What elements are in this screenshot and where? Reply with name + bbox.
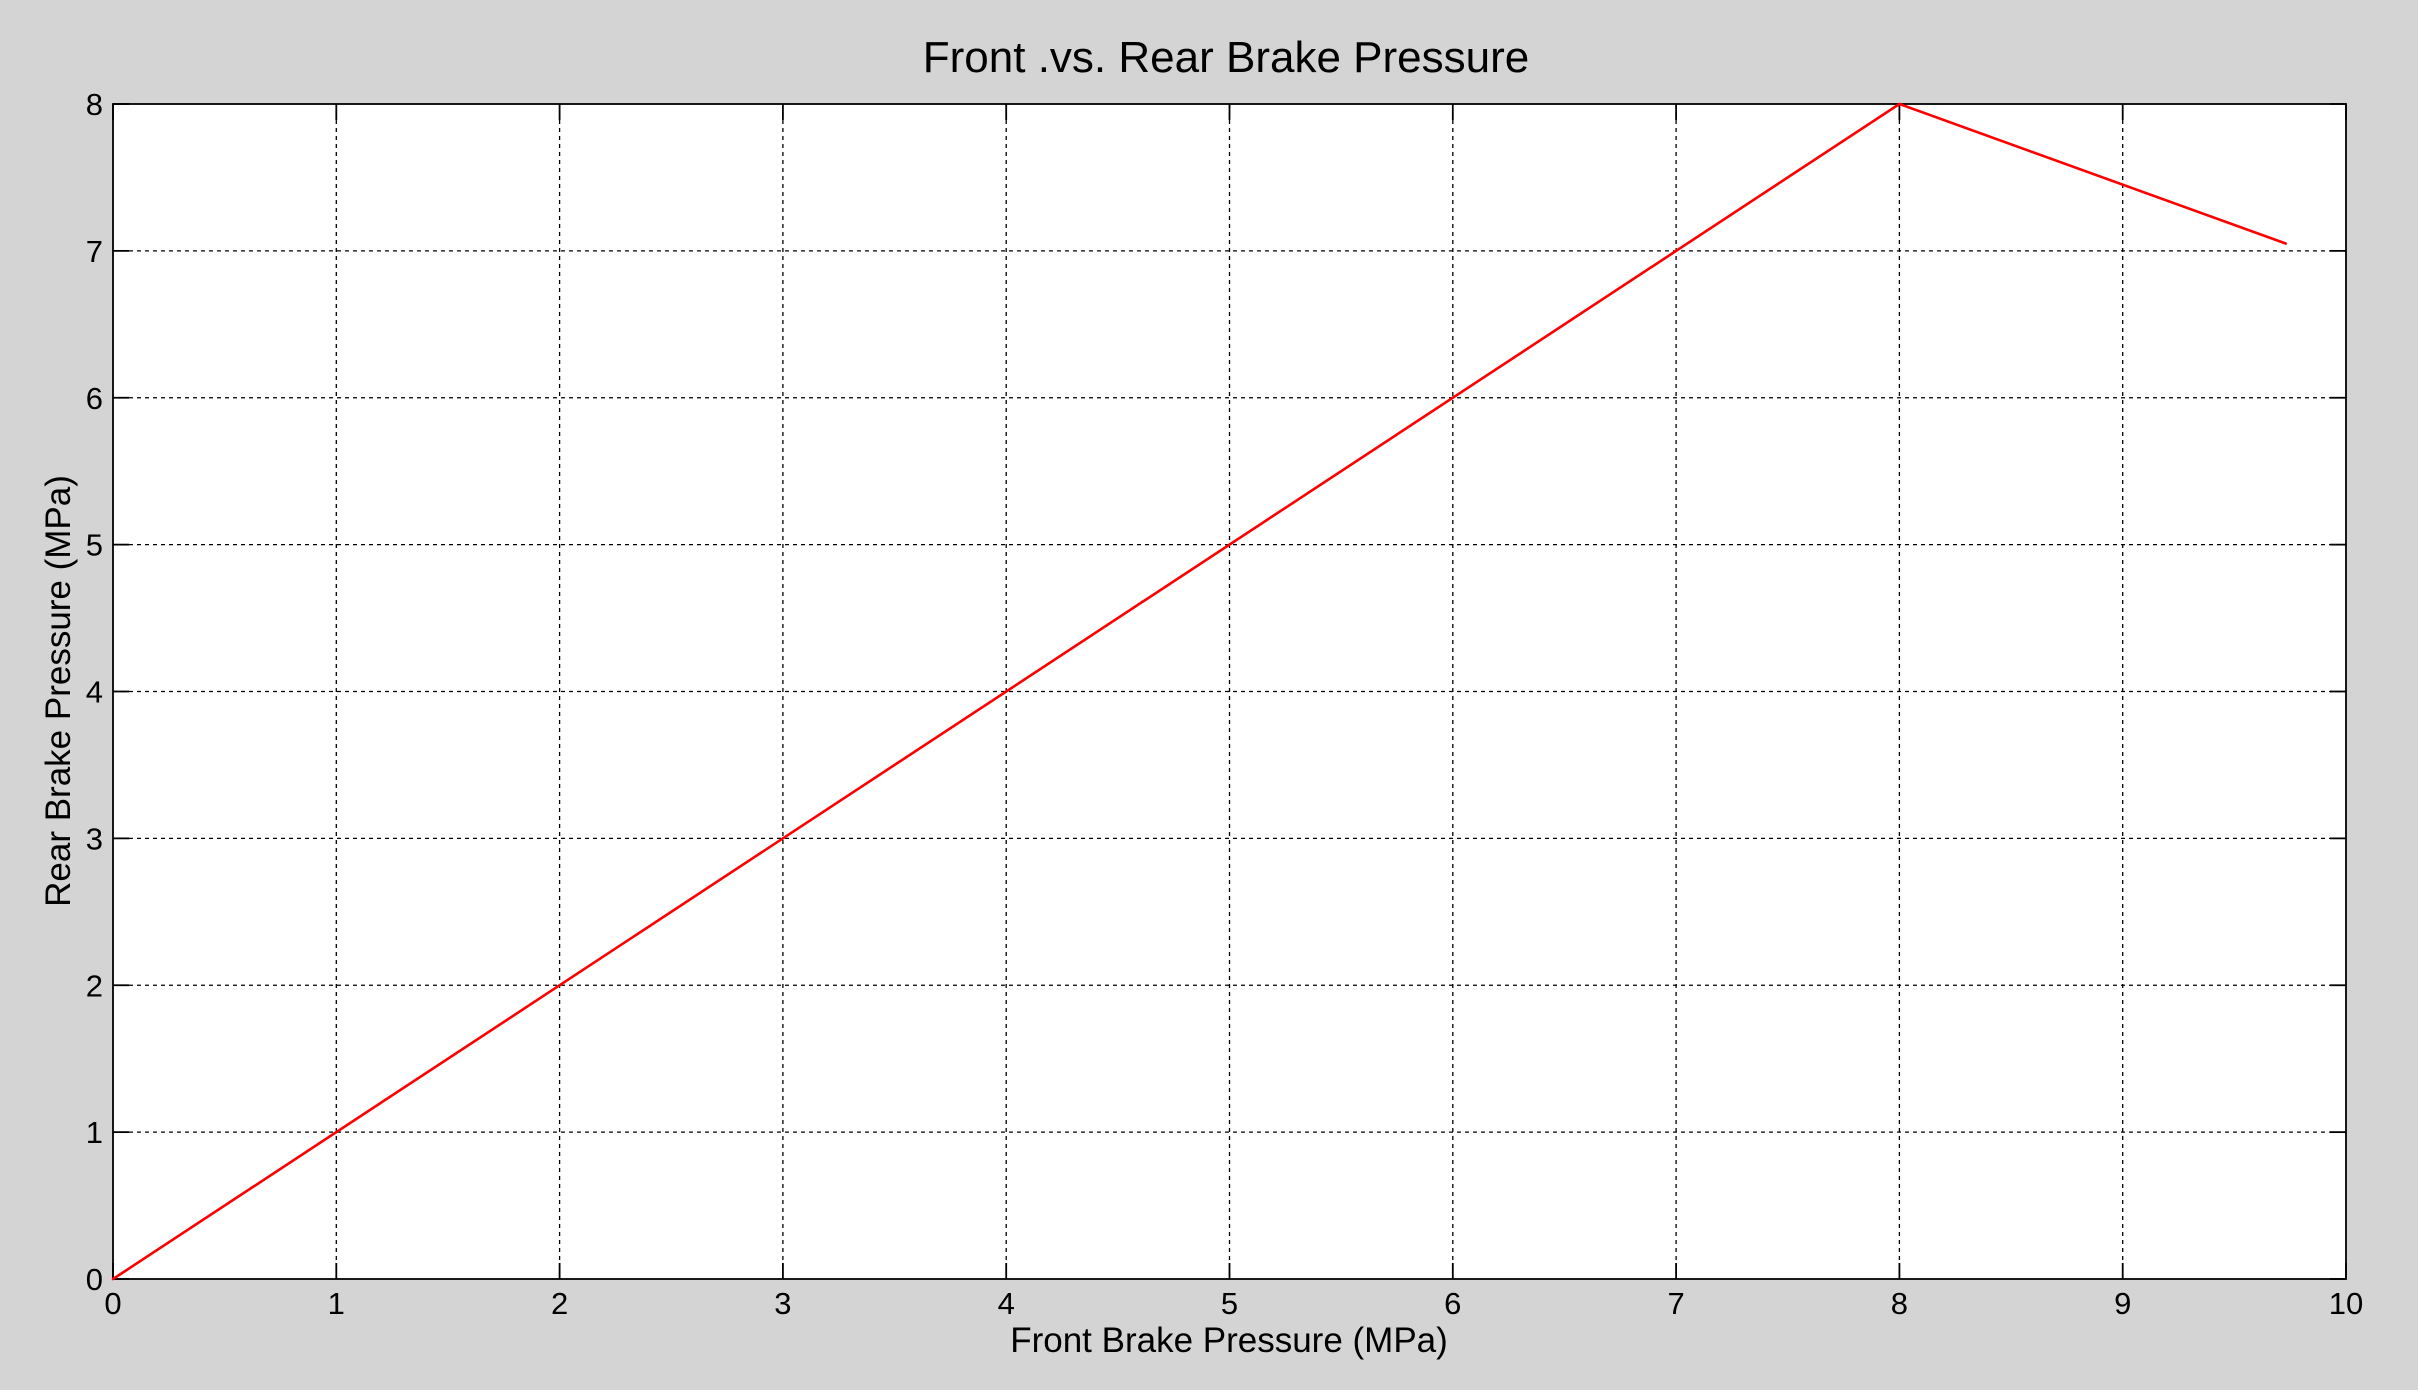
tick-labels: 0 1 2 3 4 5 6 7 8 9 10 0 1 2 3 4 5 6 7 8 [86,87,2363,1321]
grid [113,104,2346,1279]
x-tick-label: 0 [104,1286,121,1321]
chart-title: Front .vs. Rear Brake Pressure [923,33,1529,82]
y-tick-label: 8 [86,87,103,122]
x-tick-label: 8 [1891,1286,1908,1321]
x-tick-label: 9 [2114,1286,2131,1321]
y-tick-label: 4 [86,675,103,710]
y-tick-label: 3 [86,821,103,856]
axis-ticks [112,103,2347,1280]
y-tick-label: 5 [86,528,103,563]
y-tick-label: 2 [86,968,103,1003]
x-tick-label: 5 [1221,1286,1238,1321]
y-tick-label: 0 [86,1262,103,1297]
x-axis-label: Front Brake Pressure (MPa) [1010,1321,1448,1360]
series-line [111,102,2287,1281]
x-tick-label: 10 [2329,1286,2363,1321]
x-tick-label: 6 [1444,1286,1461,1321]
x-tick-label: 1 [328,1286,345,1321]
y-axis-label: Rear Brake Pressure (MPa) [39,475,78,907]
x-tick-label: 7 [1667,1286,1684,1321]
x-tick-label: 2 [551,1286,568,1321]
series [111,102,2287,1281]
y-tick-label: 7 [86,234,103,269]
x-tick-label: 3 [774,1286,791,1321]
y-tick-label: 6 [86,381,103,416]
y-tick-label: 1 [86,1115,103,1150]
x-tick-label: 4 [998,1286,1015,1321]
